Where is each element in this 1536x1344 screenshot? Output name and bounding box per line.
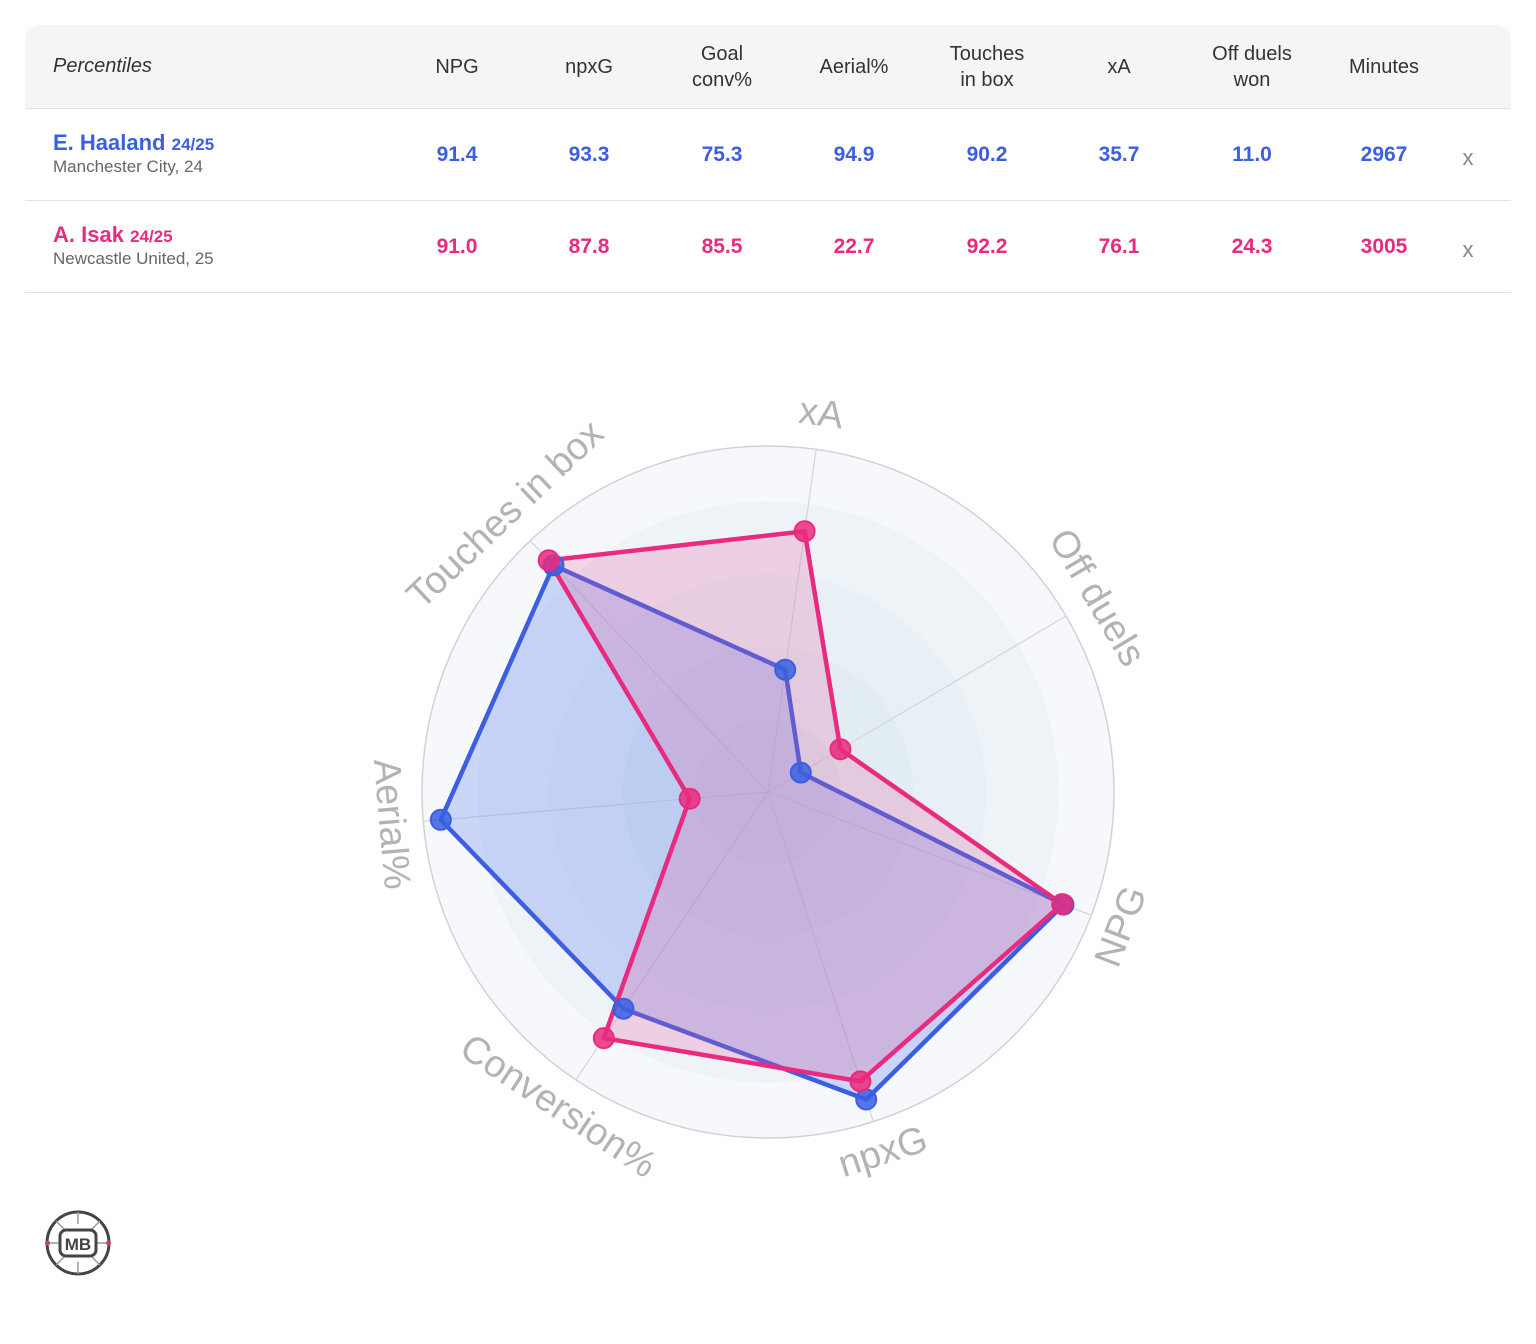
value-cell: 35.7 (1098, 142, 1140, 166)
value-cell: 87.8 (568, 234, 610, 258)
player-info: E. Haaland 24/25 Manchester City, 24 (53, 131, 214, 177)
axis-label: xA (796, 390, 846, 438)
value-cell: 90.2 (966, 142, 1008, 166)
column-header[interactable]: NPG (391, 25, 523, 108)
column-header-line: in box (960, 68, 1014, 91)
data-point (789, 761, 812, 784)
data-point (855, 1088, 878, 1111)
series-area (438, 563, 1066, 1102)
player-club: Newcastle United, 25 (53, 249, 214, 268)
column-header-line: Goal (700, 42, 744, 65)
column-header-line: won (1233, 68, 1271, 91)
radar-spoke (767, 615, 1067, 793)
value-cell: 3005 (1360, 234, 1408, 258)
column-header-line: npxG (565, 55, 613, 78)
player-season: 24/25 (171, 135, 215, 154)
header-percentiles-label: Percentiles (53, 55, 152, 77)
value-cell: 94.9 (833, 142, 875, 166)
value-cell: 91.4 (436, 142, 478, 166)
value-cell: 24.3 (1231, 234, 1273, 258)
data-point (612, 997, 635, 1020)
data-point (793, 520, 816, 543)
column-header[interactable]: xA (1053, 25, 1185, 108)
column-header-line: conv% (691, 68, 753, 91)
column-header[interactable]: Minutes (1318, 25, 1450, 108)
radar-spoke (529, 540, 769, 793)
percentiles-table: Percentiles NPG npxG Goal conv% Aerial% Touch… (25, 25, 1511, 293)
column-header[interactable]: Touches in box (921, 25, 1053, 108)
radar-spoke (767, 791, 874, 1122)
radar-spoke (767, 449, 817, 793)
player-row-isak: A. Isak 24/25 Newcastle United, 25 x 91.… (25, 201, 1511, 293)
player-name[interactable]: A. Isak 24/25 (53, 223, 214, 249)
value-cell: 22.7 (833, 234, 875, 258)
data-point (774, 658, 797, 681)
value-cell: 11.0 (1232, 142, 1272, 166)
column-header-line: Minutes (1348, 55, 1420, 78)
value-cell: 75.3 (701, 142, 743, 166)
radar-spoke (767, 791, 1092, 916)
player-club: Manchester City, 24 (53, 157, 203, 176)
player-name[interactable]: E. Haaland 24/25 (53, 131, 214, 157)
column-header-line: Off duels (1212, 42, 1292, 65)
radar-spoke (423, 791, 769, 822)
column-header-line: Touches (949, 42, 1025, 65)
value-cell: 85.5 (701, 234, 743, 258)
value-cell: 2967 (1360, 142, 1408, 166)
data-point (537, 549, 560, 572)
mb-logo-icon: MB (45, 1210, 111, 1276)
column-header-line: xA (1107, 55, 1131, 78)
logo-text: MB (65, 1235, 91, 1254)
column-header-line: NPG (435, 55, 479, 78)
value-cell: 91.0 (436, 234, 478, 258)
player-row-haaland: E. Haaland 24/25 Manchester City, 24 x 9… (25, 109, 1511, 201)
player-name-text: A. Isak (53, 222, 124, 247)
table-header: Percentiles NPG npxG Goal conv% Aerial% Touch… (25, 25, 1511, 109)
data-point (829, 738, 852, 761)
data-point (429, 808, 452, 831)
series-area (546, 529, 1065, 1084)
player-season: 24/25 (130, 227, 173, 246)
data-point (849, 1070, 872, 1093)
value-cell: 92.2 (966, 234, 1008, 258)
data-point (592, 1027, 615, 1050)
remove-player-button[interactable]: x (1462, 144, 1474, 170)
remove-player-button[interactable]: x (1462, 236, 1474, 262)
column-header[interactable]: Aerial% (788, 25, 920, 108)
column-header-line: Aerial% (819, 55, 889, 78)
column-header[interactable]: Goal conv% (656, 25, 788, 108)
player-info: A. Isak 24/25 Newcastle United, 25 (53, 223, 214, 269)
column-header[interactable]: npxG (523, 25, 655, 108)
value-cell: 76.1 (1098, 234, 1140, 258)
column-header[interactable]: Off duels won (1186, 25, 1318, 108)
data-point (1051, 893, 1074, 916)
data-point (678, 787, 701, 810)
value-cell: 93.3 (568, 142, 610, 166)
player-name-text: E. Haaland (53, 130, 166, 155)
axis-label: Aerial% (365, 757, 418, 891)
